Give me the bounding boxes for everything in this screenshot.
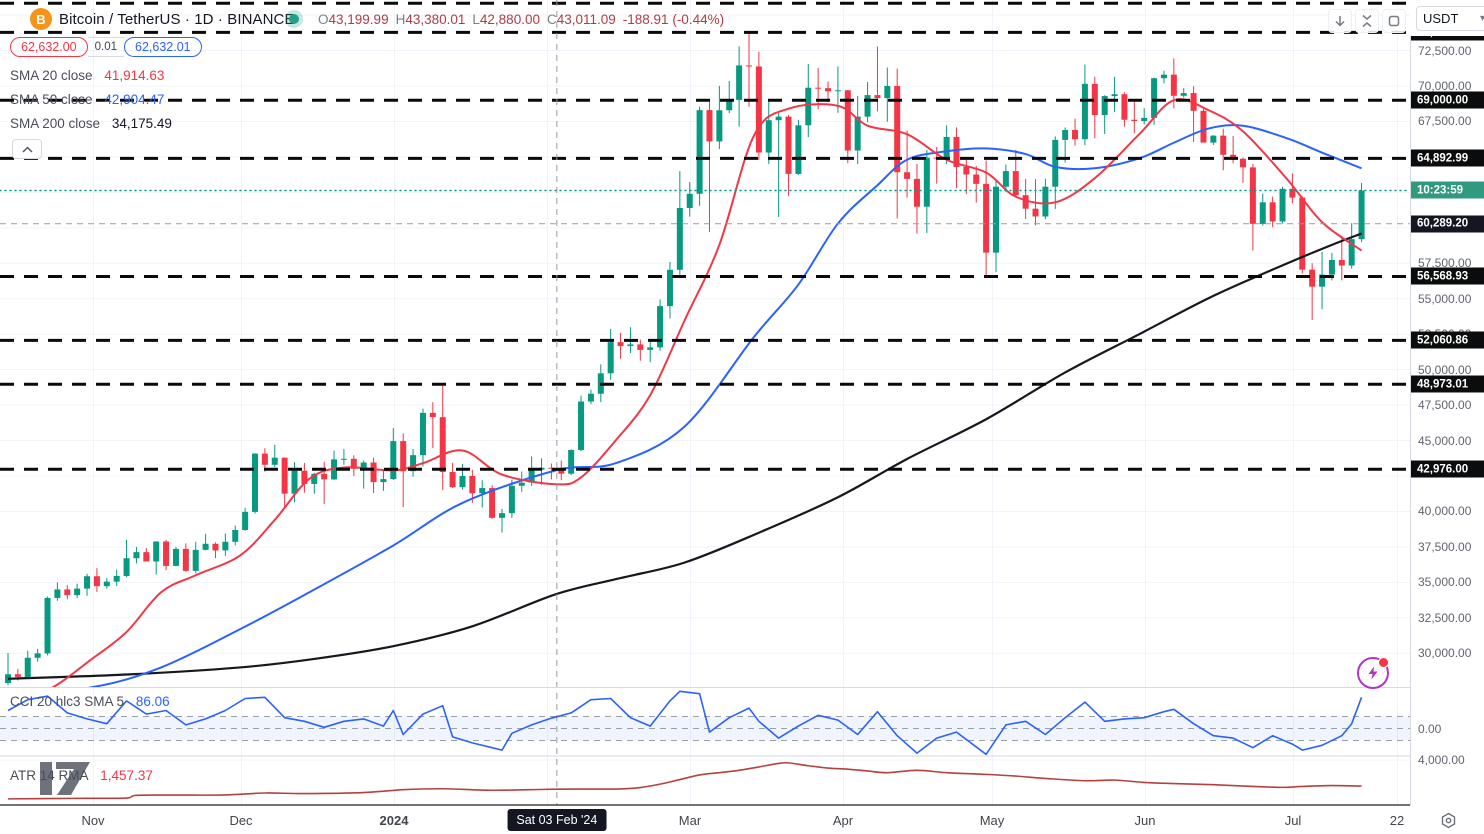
currency-unit-button[interactable]: USDT ▾ bbox=[1416, 6, 1484, 31]
indicator-legend-cci[interactable]: CCI 20 hlc3 SMA 5 86.06 bbox=[10, 694, 170, 709]
symbol-title[interactable]: Bitcoin / TetherUS · 1D · BINANCE bbox=[59, 10, 295, 28]
chevron-down-icon: ▾ bbox=[1479, 13, 1484, 24]
axis-settings-button[interactable] bbox=[1438, 811, 1458, 829]
atr-tick: 4,000.00 bbox=[1418, 753, 1465, 767]
price-tick: 35,000.00 bbox=[1418, 575, 1472, 590]
time-axis-label: Jun bbox=[1134, 813, 1156, 828]
maximize-pane-button[interactable] bbox=[1382, 9, 1406, 33]
ohlc-value: 42,880.00 bbox=[479, 12, 540, 27]
price-tick: 57,500.00 bbox=[1418, 256, 1472, 271]
lightning-icon bbox=[1368, 666, 1378, 680]
level-price-label: 42,976.00 bbox=[1411, 460, 1484, 478]
ask-button[interactable]: 62,632.01 bbox=[124, 37, 202, 57]
collapse-pane-button[interactable] bbox=[1355, 9, 1379, 33]
cci-value: 86.06 bbox=[135, 694, 170, 709]
sma200-value: 34,175.49 bbox=[111, 116, 172, 131]
ohlc-value: 43,380.01 bbox=[405, 12, 466, 27]
indicator-legend-sma50[interactable]: SMA 50 close 42,904.47 bbox=[10, 92, 165, 107]
sma50-value: 42,904.47 bbox=[104, 92, 165, 107]
price-tick: 72,500.00 bbox=[1418, 43, 1472, 58]
level-price-label: 69,000.00 bbox=[1411, 91, 1484, 109]
bitcoin-logo-icon: B bbox=[30, 8, 52, 30]
ohlc-key: L bbox=[472, 12, 480, 27]
level-price-label: 52,060.86 bbox=[1411, 331, 1484, 349]
sma20-value: 41,914.63 bbox=[104, 68, 165, 83]
ohlc-key: C bbox=[546, 12, 557, 27]
gear-icon bbox=[1441, 812, 1455, 828]
ohlc-readout: O43,199.99 H43,380.01 L42,880.00 C43,011.09… bbox=[318, 12, 724, 27]
cci-zero-tick: 0.00 bbox=[1418, 721, 1442, 736]
ohlc-value: 43,011.09 bbox=[556, 12, 616, 27]
level-price-label: 48,973.01 bbox=[1411, 375, 1484, 393]
time-axis-label: 22 bbox=[1389, 813, 1405, 828]
notification-dot bbox=[1378, 657, 1389, 668]
price-tick: 70,000.00 bbox=[1418, 79, 1472, 93]
level-price-label: 56,568.93 bbox=[1411, 267, 1484, 285]
maximize-icon bbox=[1388, 15, 1400, 27]
arrow-down-icon bbox=[1335, 16, 1345, 27]
indicator-legend-sma20[interactable]: SMA 20 close 41,914.63 bbox=[10, 68, 165, 83]
time-axis-label: May bbox=[979, 813, 1005, 828]
ohlc-value: 43,199.99 bbox=[328, 12, 389, 27]
bar-close-countdown-label: 10:23:59 bbox=[1411, 181, 1484, 199]
price-tick: 40,000.00 bbox=[1418, 504, 1472, 519]
crosshair-price-label: 60,289.20 bbox=[1411, 215, 1484, 233]
bid-button[interactable]: 62,632.00 bbox=[10, 37, 88, 57]
pane-controls bbox=[1328, 9, 1406, 33]
time-axis-label: 2024 bbox=[379, 813, 409, 828]
time-axis-label: Jul bbox=[1284, 813, 1302, 828]
spread-value: 0.01 bbox=[87, 37, 124, 57]
price-tick: 50,000.00 bbox=[1418, 362, 1472, 377]
price-axis[interactable]: 72,500.00 70,000.00 67,500.00 57,500.00 55,0… bbox=[1410, 0, 1484, 806]
price-chart-canvas[interactable] bbox=[0, 0, 1410, 834]
collapse-icon bbox=[1362, 14, 1372, 28]
indicator-legend-sma200[interactable]: SMA 200 close 34,175.49 bbox=[10, 116, 172, 131]
market-status-dot-icon bbox=[289, 14, 299, 24]
time-axis-label: Nov bbox=[81, 813, 105, 828]
price-axis-header: USDT ▾ bbox=[1410, 0, 1484, 36]
price-tick: 32,500.00 bbox=[1418, 610, 1472, 625]
price-tick: 55,000.00 bbox=[1418, 291, 1472, 306]
chevron-up-icon bbox=[21, 145, 33, 153]
time-axis-label: Mar bbox=[678, 813, 702, 828]
time-axis-label: Apr bbox=[832, 813, 854, 828]
time-axis[interactable]: Nov Dec 2024 Mar Apr May Jun Jul 22 Sat 03 Feb '2… bbox=[0, 806, 1484, 834]
indicator-legend-atr[interactable]: ATR 14 RMA 1,457.37 bbox=[10, 768, 153, 783]
atr-value: 1,457.37 bbox=[100, 768, 153, 783]
level-price-label: 64,892.99 bbox=[1411, 149, 1484, 167]
price-tick: 30,000.00 bbox=[1418, 646, 1472, 661]
ohlc-key: H bbox=[395, 12, 406, 27]
scroll-to-recent-button[interactable] bbox=[1328, 9, 1352, 33]
legend-collapse-button[interactable] bbox=[12, 139, 42, 159]
price-tick: 67,500.00 bbox=[1418, 114, 1472, 129]
ohlc-key: O bbox=[318, 12, 329, 27]
crosshair-date-label: Sat 03 Feb '24 bbox=[507, 809, 607, 831]
lightning-button[interactable] bbox=[1357, 657, 1389, 689]
change-readout: -188.91 (-0.44%) bbox=[622, 12, 725, 27]
tradingview-watermark bbox=[40, 762, 90, 795]
time-axis-label: Dec bbox=[229, 813, 253, 828]
price-tick: 37,500.00 bbox=[1418, 539, 1472, 554]
price-tick: 47,500.00 bbox=[1418, 398, 1472, 413]
price-tick: 45,000.00 bbox=[1418, 433, 1472, 448]
